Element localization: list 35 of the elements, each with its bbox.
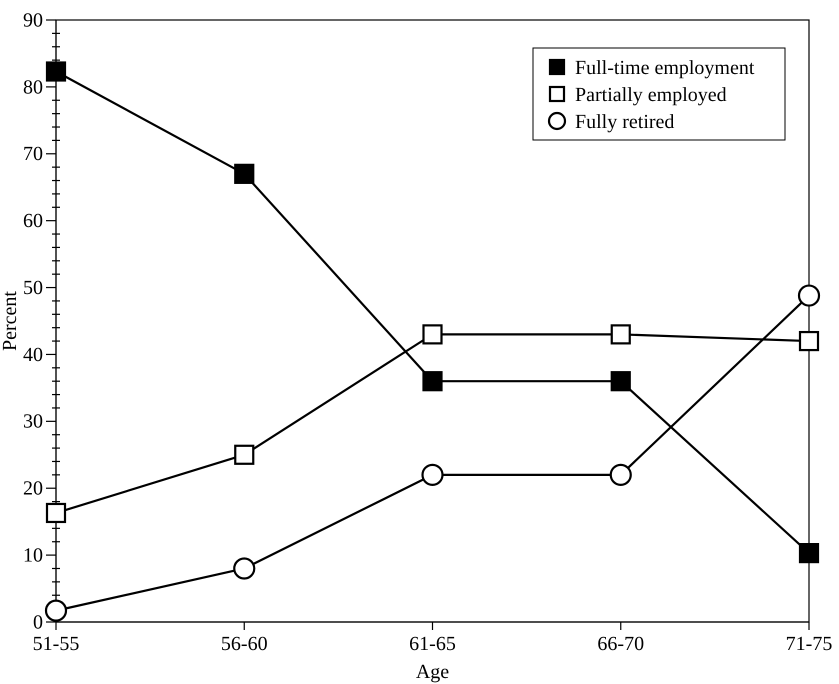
point bbox=[798, 330, 820, 352]
legend-label: Full-time employment bbox=[575, 57, 755, 79]
x-tick-label: 66-70 bbox=[597, 633, 644, 656]
x-tick-label: 61-65 bbox=[409, 633, 456, 656]
point bbox=[421, 464, 444, 486]
y-tick-label: 20 bbox=[23, 478, 43, 500]
point bbox=[234, 164, 254, 184]
y-tick-label: 10 bbox=[23, 544, 43, 567]
point bbox=[422, 371, 443, 392]
y-tick-label: 70 bbox=[23, 143, 43, 166]
x-tick-label: 71-75 bbox=[786, 633, 832, 656]
point bbox=[610, 324, 631, 344]
point bbox=[798, 284, 820, 307]
point bbox=[44, 600, 68, 622]
point bbox=[234, 444, 254, 465]
x-tick-label: 51-55 bbox=[32, 633, 80, 656]
y-axis-title: Percent bbox=[0, 290, 21, 351]
x-tick-label: 56-60 bbox=[220, 633, 268, 656]
point bbox=[46, 502, 66, 524]
point bbox=[610, 464, 632, 486]
legend-label: Partially employed bbox=[575, 84, 727, 106]
legend-label: Fully retired bbox=[575, 111, 674, 133]
y-tick-label: 40 bbox=[23, 344, 43, 366]
y-tick-label: 90 bbox=[23, 9, 43, 32]
y-tick-label: 0 bbox=[33, 611, 43, 634]
y-tick-label: 50 bbox=[23, 276, 43, 299]
point bbox=[610, 371, 631, 392]
point bbox=[46, 61, 66, 82]
point bbox=[798, 543, 820, 564]
y-tick-label: 30 bbox=[23, 410, 43, 433]
point bbox=[233, 557, 256, 580]
point bbox=[422, 324, 443, 344]
x-axis-title: Age bbox=[416, 661, 450, 683]
y-tick-label: 60 bbox=[23, 210, 43, 232]
y-tick-label: 80 bbox=[23, 76, 43, 98]
